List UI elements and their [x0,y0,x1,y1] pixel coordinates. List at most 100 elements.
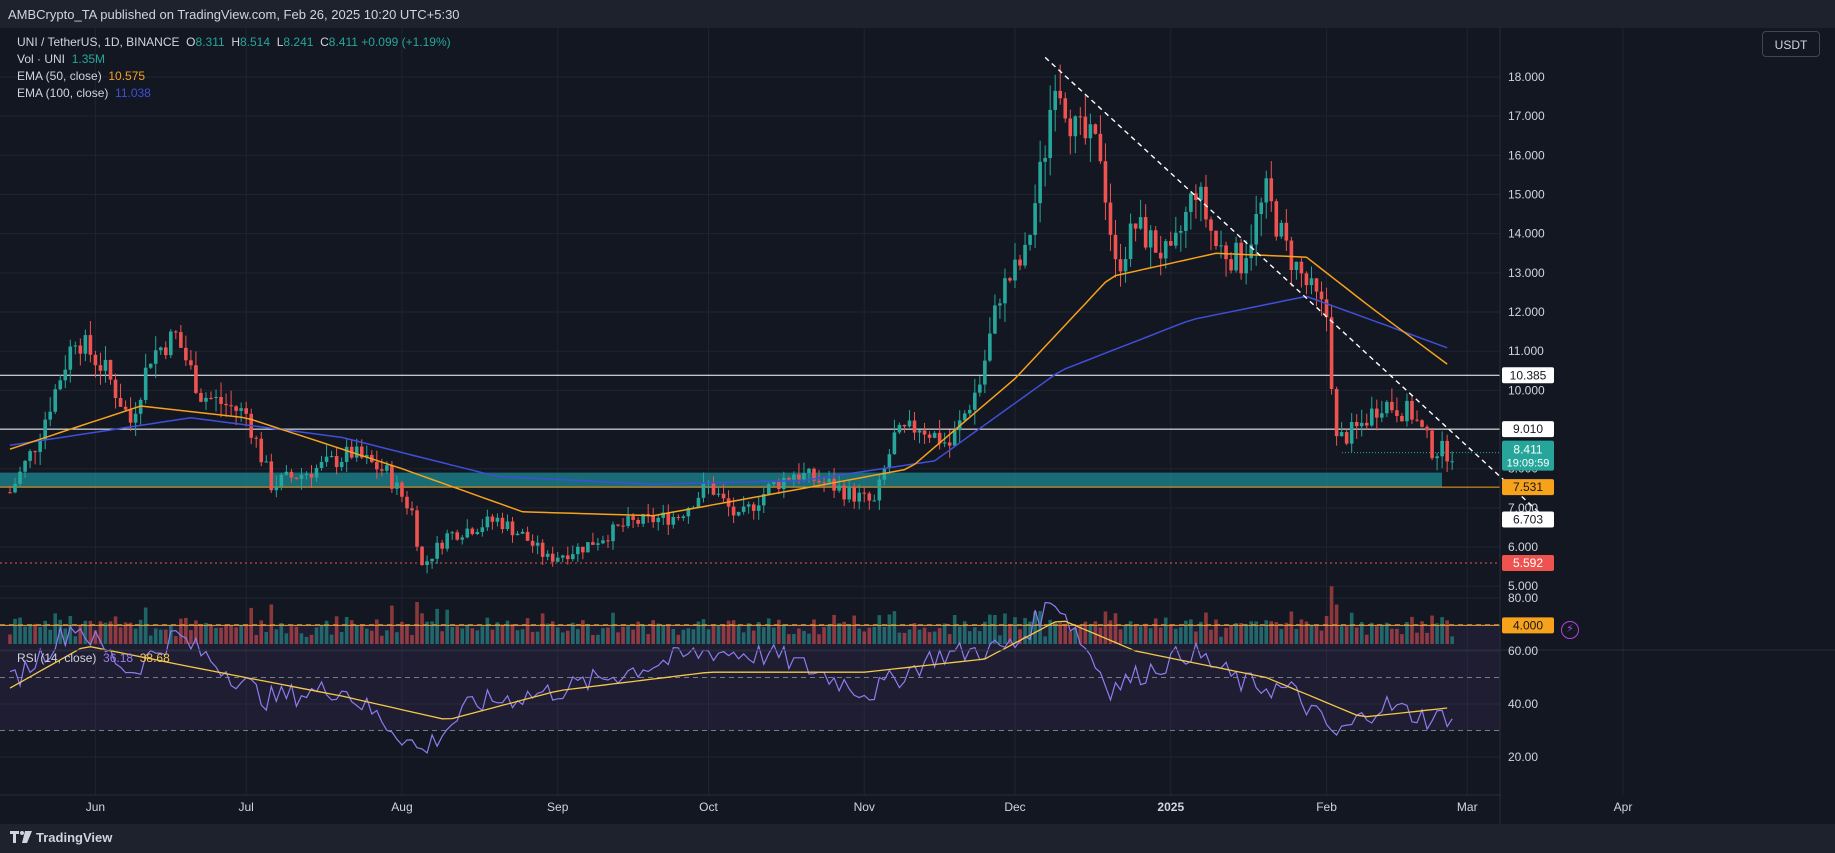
candle-body [73,345,78,347]
candle-body [1023,244,1027,266]
candles [8,64,1454,574]
volume-bar [1219,636,1223,644]
volume-bar [88,620,93,644]
candle-body [405,496,409,509]
close-value: 8.411 [328,35,358,49]
volume-bar [1018,629,1022,644]
candle-body [1264,178,1269,203]
candle-body [631,516,635,520]
candle-body [1073,116,1078,137]
volume-bar [123,622,128,644]
candle-body [1058,90,1063,99]
candle-body [490,516,495,522]
candle-body [43,419,47,440]
volume-bar [1093,621,1098,644]
volume-bar [289,626,294,644]
candle-body [912,420,917,433]
candle-body [1390,401,1394,411]
tradingview-brand: TradingView [36,830,113,845]
candle-body [1339,432,1344,437]
candle-body [415,510,419,547]
candle-body [761,494,766,506]
time-tick-label: Sep [547,800,569,814]
candle-body [1194,193,1198,201]
volume-bar [73,636,78,644]
volume-bar [1158,627,1163,644]
candle-body [1354,422,1359,427]
time-tick-label: Oct [699,800,718,814]
candle-body [254,437,259,439]
tradingview-logo[interactable]: TradingView [10,830,112,845]
candle-body [1314,278,1319,292]
candle-body [937,432,942,444]
rsi-legend[interactable]: RSI (14, close) 36.18 38.68 [17,651,170,665]
volume-bar [530,631,535,644]
volume-bar [927,632,932,644]
volume-bar [400,621,404,644]
volume-bar [812,619,816,644]
rsi-lines [9,601,1453,755]
candle-body [1309,278,1314,286]
volume-bar [445,609,449,644]
volume-bar [872,626,877,644]
time-axis[interactable]: Jun Jul Aug Sep Oct Nov Dec 2025 Feb Mar Apr [86,800,1633,814]
candle-body [128,409,133,423]
candle-body [153,350,158,364]
volume-bar [756,622,761,644]
volume-bar [1174,628,1178,644]
candle-body [1304,273,1309,286]
volume-bar [555,627,560,644]
candle-body [455,532,460,540]
candle-body [646,513,650,516]
volume-bar [194,620,198,644]
volume-bar [1068,631,1073,644]
high-label: H [231,35,240,49]
candle-body [284,471,289,475]
ema100-row[interactable]: EMA (100, close) 11.038 [17,85,451,102]
volume-bar [234,627,238,644]
candle-body [28,451,32,461]
rsi-tick-label: 60.00 [1508,644,1538,658]
chart-canvas[interactable]: 18.000 17.000 16.000 15.000 14.000 13.000 12.0… [0,28,1835,824]
candle-body [1128,223,1133,260]
candle-body [1103,161,1108,203]
candle-body [169,331,173,356]
candle-body [967,409,972,414]
volume-bar [716,626,721,644]
volume-row[interactable]: Vol · UNI 1.35M [17,51,451,68]
price-tick-label: 14.000 [1508,227,1545,241]
candle-body [264,461,269,463]
candle-body [1038,161,1042,204]
ema100-line [9,295,1448,486]
volume-bar [1364,634,1369,644]
candle-body [1364,422,1369,426]
candle-body [550,553,555,562]
ema50-row[interactable]: EMA (50, close) 10.575 [17,68,451,85]
candle-body [385,465,389,471]
candle-body [1063,98,1068,119]
candle-body [601,540,605,544]
candle-body [339,461,344,468]
symbol-name[interactable]: UNI / TetherUS, 1D, BINANCE [17,35,180,49]
candle-body [897,424,902,433]
volume-bar [133,628,138,644]
lightning-icon[interactable]: ⚡ [1561,621,1579,639]
candle-body [1053,90,1057,111]
volume-bar [1204,612,1208,644]
volume-bar [550,621,555,644]
currency-button[interactable]: USDT [1762,31,1820,57]
volume-bar [686,628,691,644]
volume-bar [1440,617,1444,644]
volume-bar [1450,636,1454,644]
candle-body [174,331,178,333]
volume-bar [465,624,470,644]
volume-bar [470,628,475,644]
candle-body [1108,202,1113,235]
candle-body [842,485,846,500]
candle-body [611,524,615,542]
volume-bar [661,624,666,644]
volume-bar [460,628,465,644]
volume-bar [736,625,741,644]
candle-body [1274,201,1279,237]
candle-body [892,432,897,455]
